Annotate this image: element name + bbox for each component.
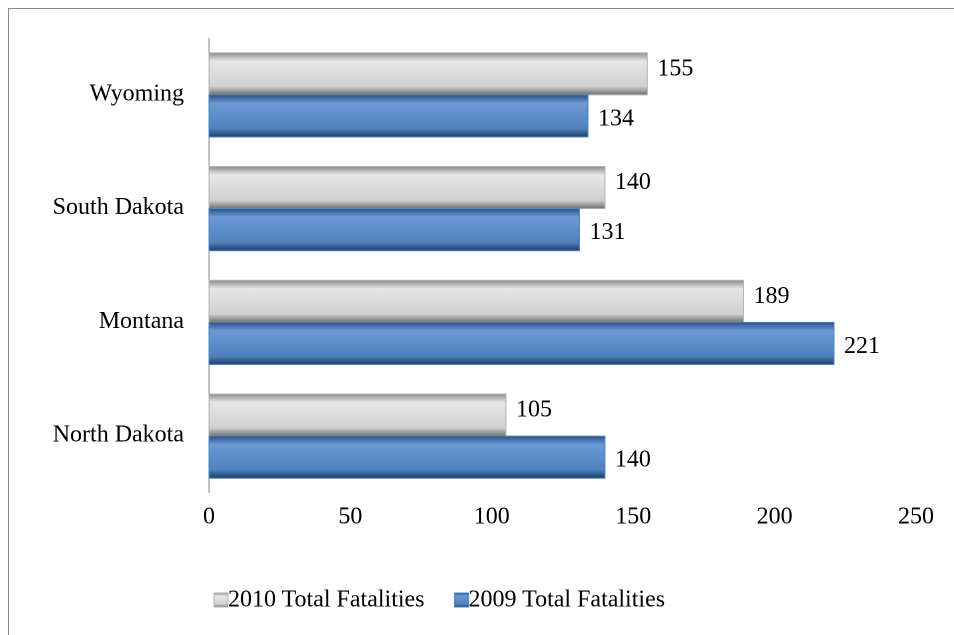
value-label: 134 (598, 105, 634, 131)
x-tick-label: 200 (757, 504, 793, 530)
y-tick-label: Montana (99, 308, 185, 334)
bar (208, 435, 606, 479)
bar (208, 52, 648, 96)
value-label: 140 (615, 169, 651, 195)
x-tick-label: 0 (203, 504, 215, 530)
x-tick-label: 250 (898, 504, 934, 530)
value-label: 155 (657, 55, 693, 81)
bar (208, 94, 589, 138)
y-tick-label: North Dakota (53, 422, 185, 448)
legend-swatch (454, 592, 470, 608)
x-tick-label: 100 (474, 504, 510, 530)
legend-swatch (213, 592, 229, 608)
bar (208, 321, 835, 365)
y-tick-label: Wyoming (89, 80, 184, 106)
value-label: 189 (753, 283, 789, 309)
bar (208, 166, 606, 210)
value-label: 140 (615, 447, 651, 473)
bar (208, 393, 507, 437)
legend-label: 2010 Total Fatalities (228, 587, 425, 613)
legend-label: 2009 Total Fatalities (469, 587, 666, 613)
bar (208, 208, 580, 252)
bar (208, 279, 744, 323)
x-tick-label: 150 (615, 504, 651, 530)
x-tick-label: 50 (338, 504, 362, 530)
value-label: 221 (844, 333, 880, 359)
y-tick-label: South Dakota (53, 194, 185, 220)
value-label: 105 (516, 397, 552, 423)
chart-border (8, 8, 954, 635)
value-label: 131 (589, 219, 625, 245)
